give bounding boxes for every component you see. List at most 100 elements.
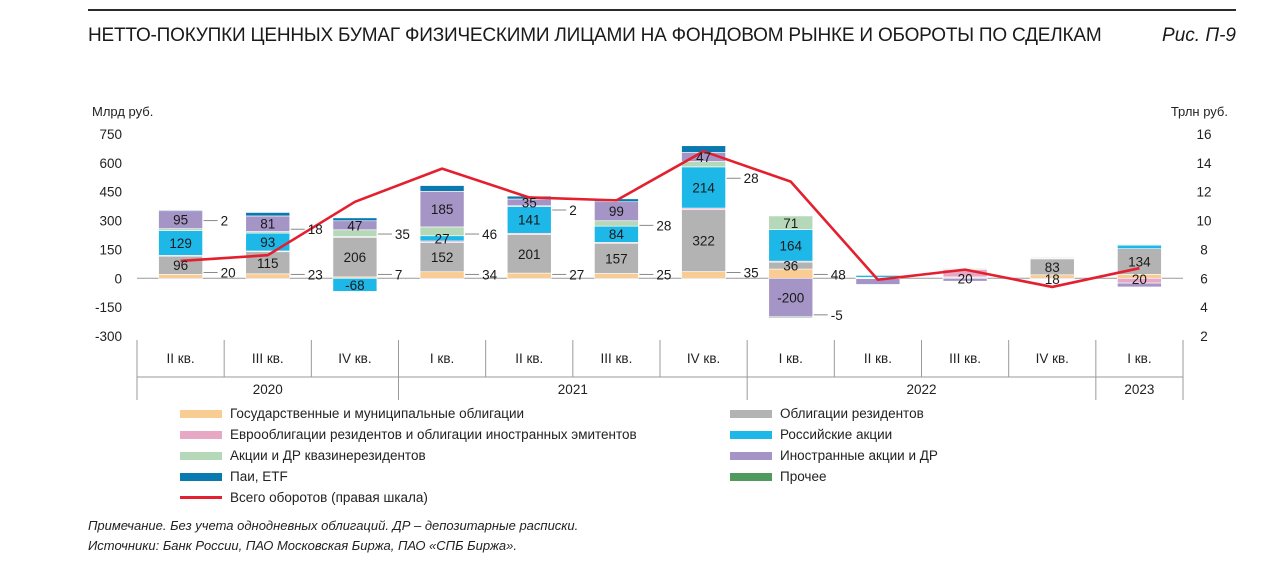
legend-swatch: [180, 451, 222, 460]
data-label: 35: [522, 195, 537, 210]
data-label: 152: [431, 250, 454, 265]
data-label: 206: [344, 250, 367, 265]
legend-label: Государственные и муниципальные облигаци…: [230, 406, 525, 421]
bar-segment: [245, 273, 291, 279]
bar-segment: [245, 212, 291, 217]
data-label: 20: [1132, 272, 1147, 287]
data-label: 25: [656, 267, 671, 282]
legend-label: Иностранные акции и ДР: [780, 448, 938, 463]
x-tick-label: II кв.: [515, 351, 543, 366]
data-label: 71: [783, 216, 798, 231]
data-label: 18: [308, 222, 323, 237]
bar-segment: [681, 166, 726, 209]
bar-segment: [768, 316, 814, 319]
legend-label: Российские акции: [780, 427, 893, 442]
legend-label: Акции и ДР квазинерезидентов: [230, 448, 426, 463]
bar-segment: [332, 277, 378, 292]
bar-segment: [942, 277, 988, 282]
y-tick-label: 450: [99, 185, 122, 200]
y2-tick-label: 2: [1200, 329, 1208, 344]
legend-swatch: [180, 496, 222, 499]
data-label: 81: [260, 217, 275, 232]
y-tick-label: 150: [99, 242, 122, 257]
bar-segment: [158, 209, 203, 212]
data-label: 84: [609, 227, 625, 242]
data-label: 93: [260, 235, 275, 250]
bar-segment: [158, 230, 203, 256]
chart-title: НЕТТО-ПОКУПКИ ЦЕННЫХ БУМАГ ФИЗИЧЕСКИМИ Л…: [88, 25, 1102, 46]
year-label: 2020: [253, 382, 283, 397]
data-label: 34: [482, 267, 498, 282]
x-tick-label: IV кв.: [1036, 351, 1069, 366]
data-label: 99: [609, 204, 624, 219]
data-label: -200: [777, 291, 804, 306]
data-label: 27: [435, 231, 450, 246]
bar-segment: [506, 205, 552, 234]
x-tick-label: I кв.: [430, 351, 454, 366]
right-axis-unit: Трлн руб.: [1171, 104, 1228, 119]
x-tick-label: IV кв.: [687, 351, 720, 366]
bar-segment: [594, 242, 639, 274]
bar-segment: [855, 274, 901, 276]
legend-label: Еврооблигации резидентов и облигации ино…: [230, 427, 637, 442]
data-label: 18: [1045, 272, 1060, 287]
bar-segment: [1117, 244, 1162, 246]
data-label: 20: [221, 266, 236, 281]
data-label: 129: [169, 236, 192, 251]
legend-item: Государственные и муниципальные облигаци…: [180, 406, 524, 421]
data-label: 28: [656, 218, 671, 233]
legend-item: Российские акции: [730, 427, 892, 442]
x-tick-label: IV кв.: [338, 351, 371, 366]
x-tick-label: II кв.: [167, 351, 195, 366]
x-tick-label: III кв.: [949, 351, 981, 366]
footnote: Примечание. Без учета однодневных облига…: [88, 518, 579, 533]
data-label: 35: [395, 227, 410, 242]
data-label: 141: [518, 213, 541, 228]
data-label: 27: [569, 267, 584, 282]
legend-item: Паи, ETF: [180, 469, 288, 484]
legend-swatch: [730, 409, 772, 418]
y2-tick-label: 6: [1200, 271, 1208, 286]
bar-segment: [594, 220, 639, 227]
data-label: 2: [221, 214, 229, 229]
legend-label: Паи, ETF: [230, 469, 288, 484]
y-tick-label: -300: [95, 329, 122, 344]
legend-item: Акции и ДР квазинерезидентов: [180, 448, 426, 463]
stacked-bar-chart: Млрд руб. Трлн руб. 750 600 450 300 150 0 -150 -3…: [92, 104, 1228, 400]
data-label: 96: [173, 258, 188, 273]
data-label: 214: [692, 180, 715, 195]
y-tick-label: 600: [99, 156, 122, 171]
x-tick-label: III кв.: [600, 351, 632, 366]
data-label: 47: [347, 218, 362, 233]
legend-swatch: [180, 472, 222, 481]
bar-segment: [419, 185, 465, 192]
legend-label: Облигации резидентов: [780, 406, 924, 421]
bar-segment: [419, 191, 465, 228]
legend-swatch: [180, 409, 222, 418]
bar-segment: [681, 209, 726, 272]
legend-item: Всего оборотов (правая шкала): [180, 490, 428, 505]
y2-tick-label: 16: [1196, 127, 1211, 142]
bar-segment: [1029, 256, 1075, 259]
legend-item: Еврооблигации резидентов и облигации ино…: [180, 427, 637, 442]
data-label: 201: [518, 247, 541, 262]
y-tick-label: 750: [99, 127, 122, 142]
y2-tick-label: 10: [1196, 214, 1211, 229]
data-label: 28: [744, 171, 759, 186]
y2-tick-label: 8: [1200, 242, 1208, 257]
bar-segment: [419, 271, 465, 279]
y-tick-label: 0: [114, 271, 122, 286]
data-label: 322: [692, 234, 715, 249]
data-label: 46: [482, 227, 497, 242]
legend-swatch: [730, 430, 772, 439]
data-label: 23: [308, 267, 323, 282]
data-label: 185: [431, 202, 454, 217]
bar-segment: [594, 273, 639, 279]
data-label: 95: [173, 213, 188, 228]
data-label: 157: [605, 251, 628, 266]
bar-segment: [768, 215, 814, 230]
y-tick-label: -150: [95, 300, 122, 315]
bar-segment: [681, 271, 726, 279]
data-label: 164: [779, 238, 802, 253]
data-label: 7: [395, 267, 403, 282]
